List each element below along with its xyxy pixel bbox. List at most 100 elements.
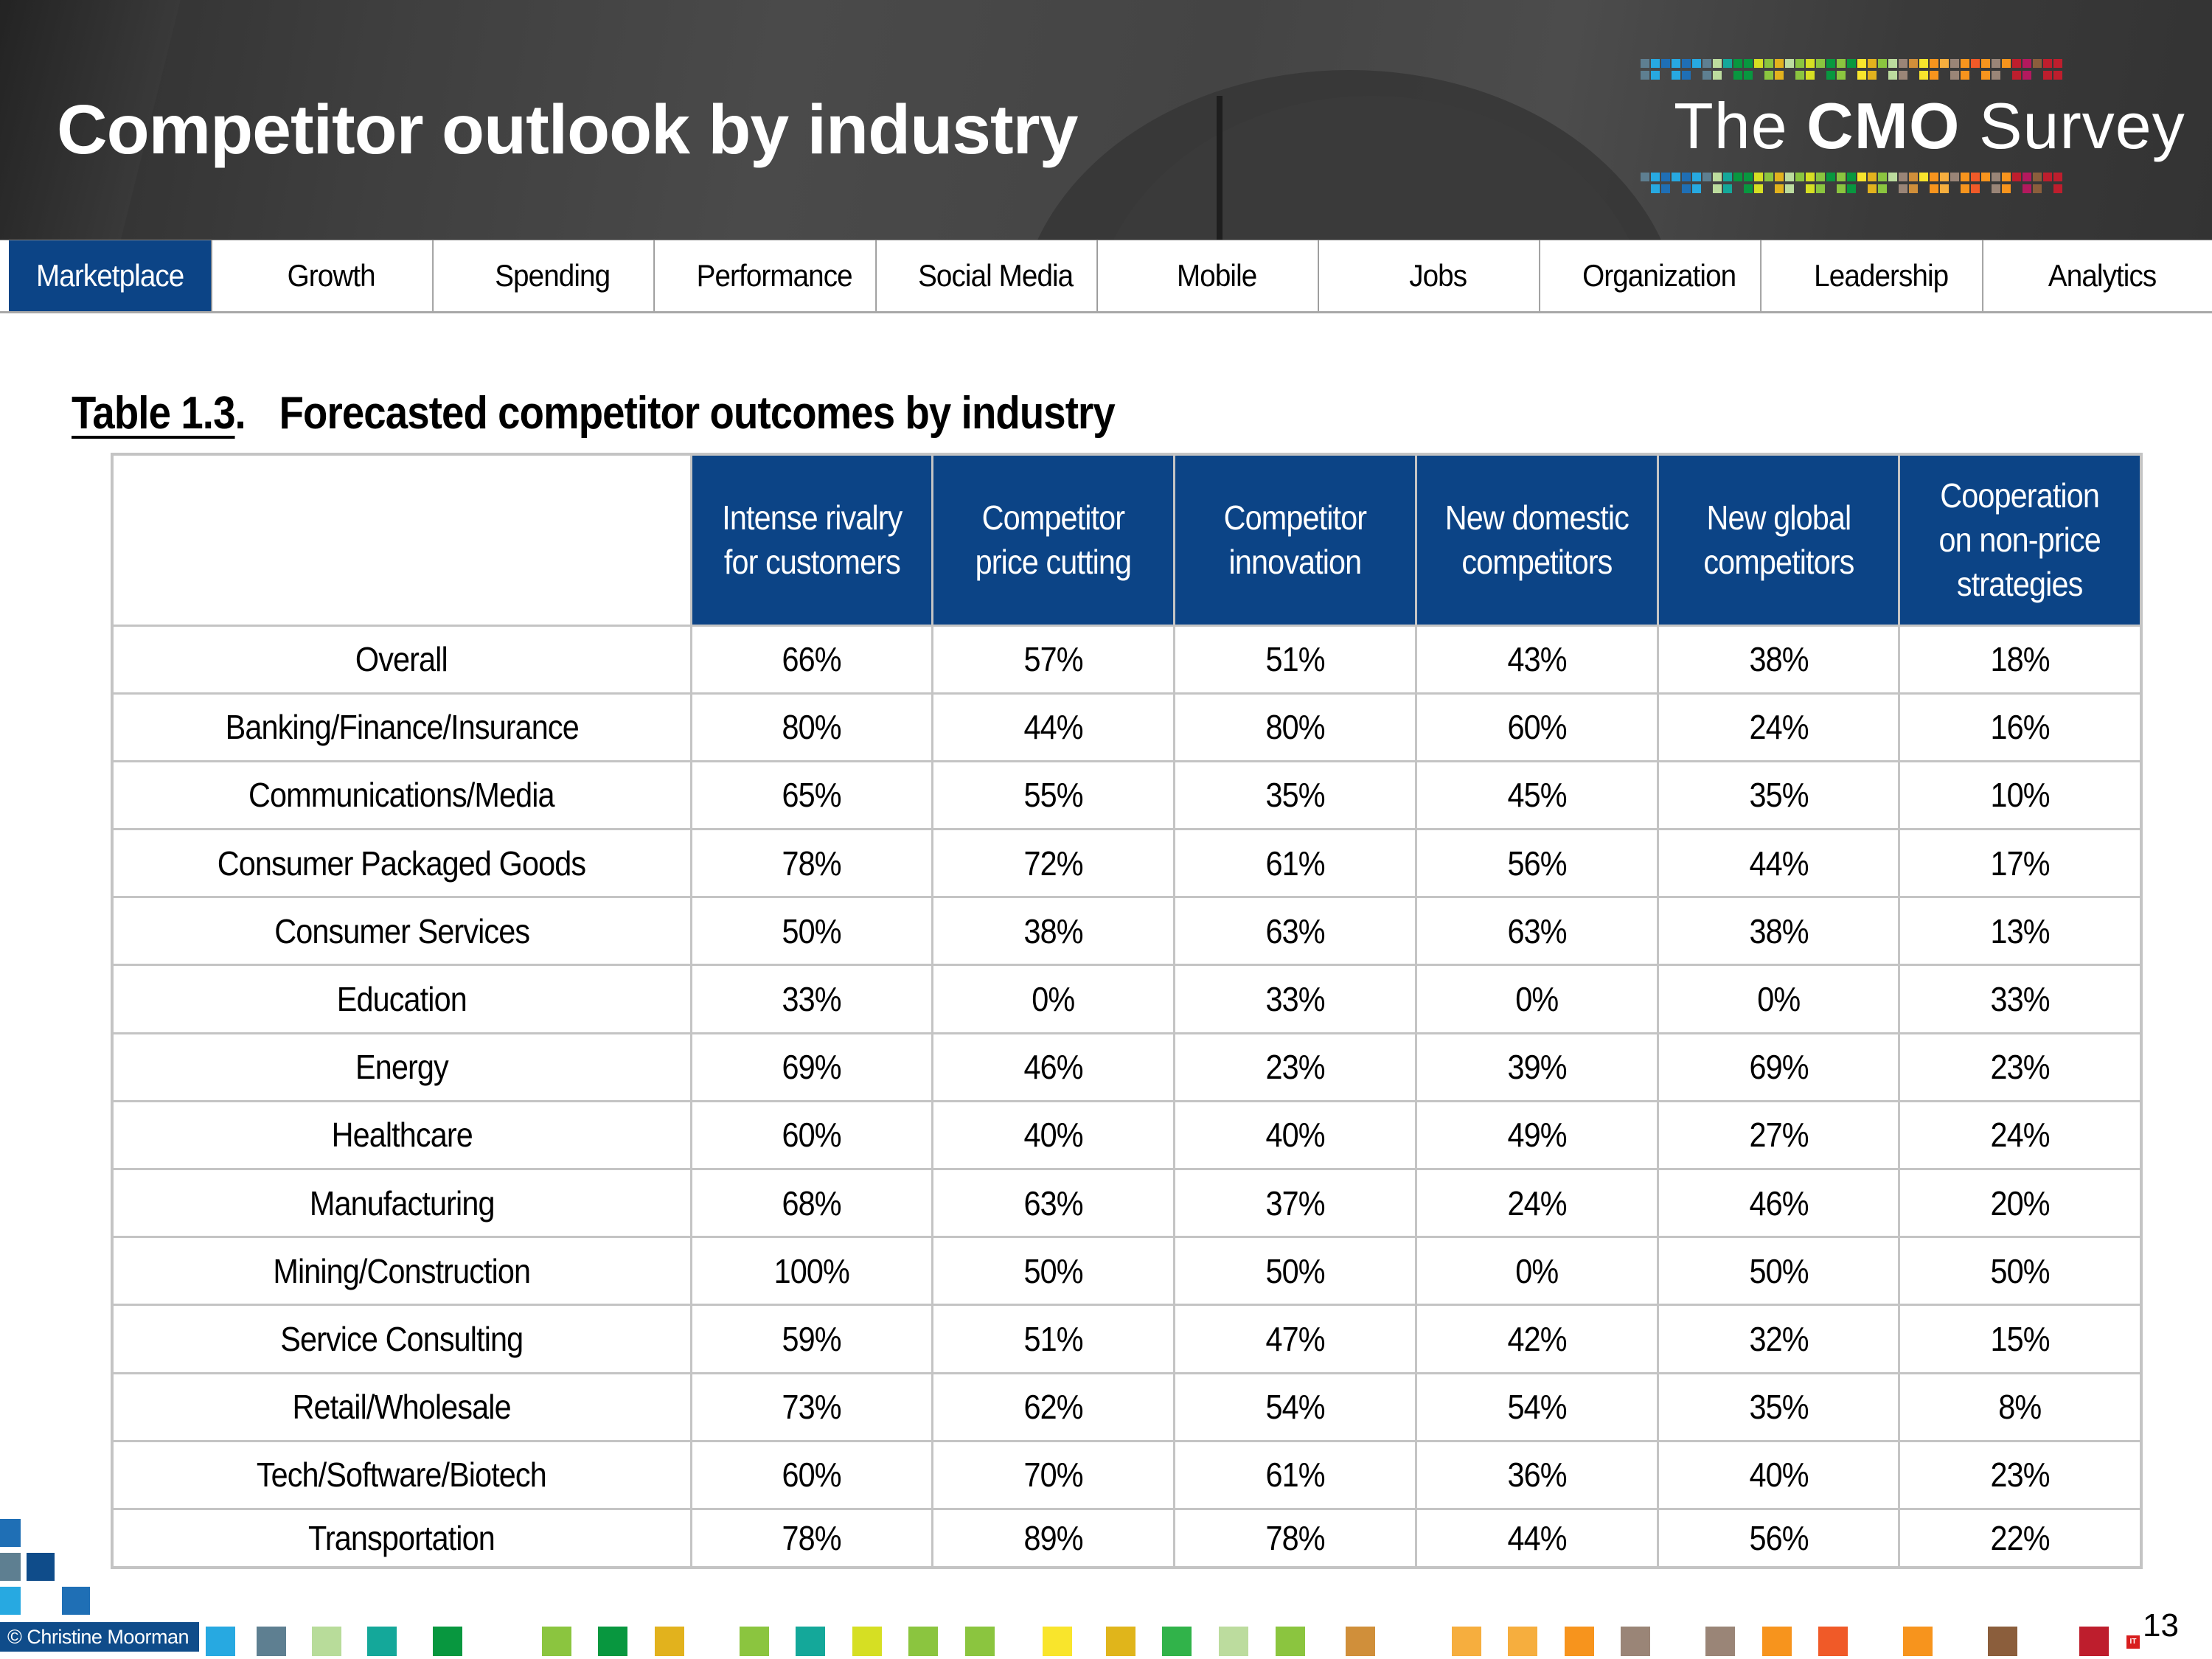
value-cell: 38% [931,896,1176,967]
tab-leadership[interactable]: Leadership [1780,240,1983,311]
tab-marketplace[interactable]: Marketplace [9,240,213,311]
logo-pixel [1816,59,1825,68]
logo-pixel [1651,59,1660,68]
logo-pixel [1868,173,1877,181]
logo-pixel [2033,184,2042,193]
logo-pixel [2012,71,2021,80]
logo-pixel [2023,173,2031,181]
percent-value: 54% [1265,1388,1325,1427]
logo-pixel [1961,173,1969,181]
percent-value: 36% [1507,1455,1567,1495]
logo-pixel [1795,184,1804,193]
percent-value: 0% [1515,1251,1559,1290]
watermark-icon: IT [2126,1635,2140,1649]
footer-color-square [1219,1627,1248,1656]
tab-growth[interactable]: Growth [230,240,434,311]
logo-pixel [2023,184,2031,193]
logo-pixel-bar-bottom [1641,173,2062,183]
percent-value: 56% [1749,1519,1809,1558]
footer-color-square [541,1627,571,1656]
value-cell: 39% [1414,1032,1659,1102]
tab-organization[interactable]: Organization [1558,240,1762,311]
header-cell-price-cutting: Competitor price cutting [931,453,1176,627]
value-cell: 66% [689,624,934,695]
logo-pixel [1775,71,1784,80]
table-row: Banking/Finance/Insurance 80% 44% 80% 60% 24%… [111,692,2143,762]
logo-pixel [2053,71,2062,80]
logo-pixel [1651,173,1660,181]
section-nav: Marketplace Growth Spending Performance … [0,240,2212,313]
table-row: Healthcare 60% 40% 40% 49% 27% 24% [111,1099,2143,1171]
percent-value: 33% [1990,980,2051,1019]
logo-pixel [1661,184,1670,193]
logo-pixel [1878,71,1887,80]
table-number: Table 1.3 [72,388,235,439]
tab-social-media[interactable]: Social Media [894,240,1099,311]
corner-color-square [0,1587,21,1615]
tab-spending[interactable]: Spending [451,240,655,311]
percent-value: 10% [1990,776,2051,815]
logo-pixel [1754,59,1763,68]
logo-pixel [2012,184,2021,193]
table-row: Manufacturing 68% 63% 37% 24% 46% 20% [111,1167,2143,1239]
logo-pixel [1878,173,1887,181]
table-row: Consumer Packaged Goods 78% 72% 61% 56% 44% 17… [111,828,2143,899]
industry-cell: Banking/Finance/Insurance [111,692,692,762]
value-cell: 33% [1898,964,2143,1034]
logo-pixel [1764,59,1773,68]
logo-pixel [1806,173,1815,181]
industry-label: Mining/Construction [273,1251,531,1290]
logo-pixel [1826,173,1835,181]
value-cell: 23% [1898,1439,2143,1510]
value-cell: 40% [931,1099,1176,1171]
logo-pixel [1992,71,2000,80]
value-cell: 45% [1414,759,1659,831]
industry-cell: Overall [111,624,692,695]
percent-value: 27% [1749,1116,1809,1155]
logo-pixel [1764,184,1773,193]
industry-label: Banking/Finance/Insurance [225,708,579,747]
percent-value: 78% [782,844,842,883]
logo-pixel [1816,173,1825,181]
footer-color-square [964,1627,995,1656]
header-cell-cooperation: Cooperation on non-price strategies [1898,453,2143,627]
logo-pixel [1899,173,1907,181]
logo-pixel [1713,59,1722,68]
percent-value: 66% [782,640,842,679]
value-cell: 42% [1414,1304,1659,1374]
value-cell: 40% [1173,1099,1417,1171]
percent-value: 44% [1507,1519,1567,1558]
percent-value: 57% [1023,640,1084,679]
value-cell: 50% [689,896,934,967]
tab-mobile[interactable]: Mobile [1116,240,1320,311]
tab-analytics[interactable]: Analytics [2048,258,2157,293]
industry-label: Tech/Software/Biotech [257,1455,547,1495]
industry-cell: Tech/Software/Biotech [111,1439,692,1510]
logo-pixel [1940,59,1949,68]
logo-pixel [1785,173,1794,181]
logo-pixel [1826,59,1835,68]
percent-value: 24% [1990,1116,2051,1155]
footer-color-square [1761,1627,1792,1656]
percent-value: 35% [1265,776,1325,815]
logo-pixel [1744,71,1753,80]
percent-value: 44% [1023,708,1084,747]
logo-pixel [1682,173,1691,181]
logo-pixel [1919,173,1928,181]
logo-pixel [2053,59,2062,68]
logo-pixel [1661,173,1670,181]
logo-pixel [1703,71,1711,80]
value-cell: 10% [1898,759,2143,831]
percent-value: 37% [1265,1183,1325,1222]
logo-pixel [1857,173,1866,181]
value-cell: 56% [1414,828,1659,899]
value-cell: 20% [1898,1167,2143,1239]
footer-color-square [366,1627,397,1656]
tab-performance[interactable]: Performance [673,240,877,311]
percent-value: 35% [1749,1388,1809,1427]
table-row: Energy 69% 46% 23% 39% 69% 23% [111,1032,2143,1102]
value-cell: 24% [1898,1099,2143,1171]
value-cell: 17% [1898,828,2143,899]
table-row: Overall 66% 57% 51% 43% 38% 18% [111,624,2143,695]
tab-jobs[interactable]: Jobs [1337,240,1541,311]
